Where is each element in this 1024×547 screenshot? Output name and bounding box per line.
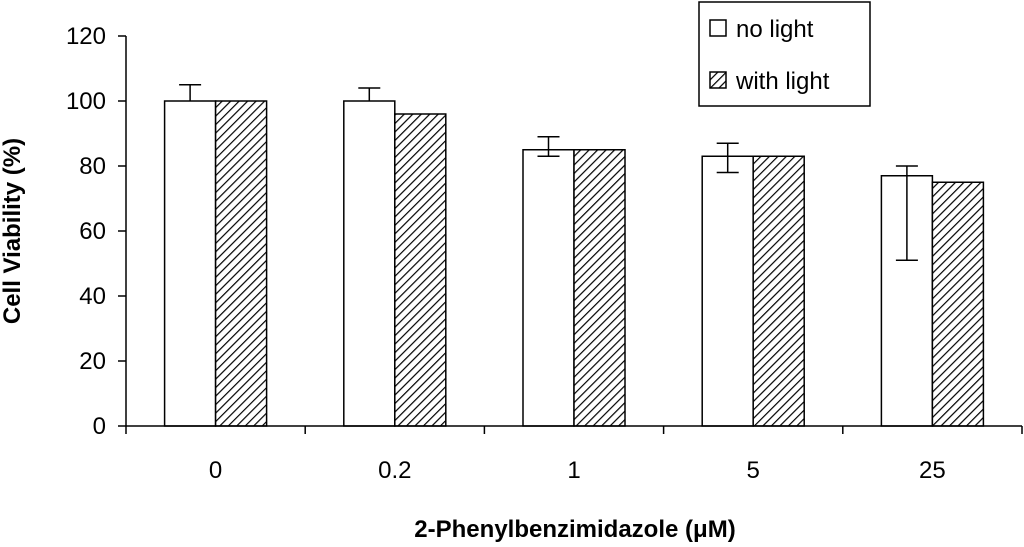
bar-with-light-0 bbox=[214, 100, 268, 427]
x-tick-label-0.2: 0.2 bbox=[378, 457, 411, 484]
bar-no-light-0 bbox=[163, 100, 217, 427]
legend-label-with-light: with light bbox=[735, 68, 830, 95]
bar-no-light-0.2 bbox=[343, 100, 396, 427]
axes-layer bbox=[118, 35, 1023, 434]
x-axis-title: 2-Phenylbenzimidazole (μM) bbox=[414, 516, 735, 543]
bar-with-light-1 bbox=[573, 149, 626, 427]
x-tick-label-25: 25 bbox=[919, 457, 946, 484]
bars-layer bbox=[163, 100, 985, 427]
legend-label-no-light: no light bbox=[736, 16, 814, 43]
x-tick-label-5: 5 bbox=[747, 457, 760, 484]
x-tick-label-1: 1 bbox=[567, 457, 580, 484]
bar-no-light-5 bbox=[701, 155, 754, 427]
y-tick-label-60: 60 bbox=[79, 218, 106, 245]
bar-with-light-5 bbox=[752, 155, 805, 427]
legend-box bbox=[698, 1, 871, 107]
y-tick-label-40: 40 bbox=[79, 283, 106, 310]
x-tick-label-0: 0 bbox=[209, 457, 222, 484]
y-tick-label-0: 0 bbox=[93, 413, 106, 440]
y-tick-label-100: 100 bbox=[66, 88, 106, 115]
legend: no light with light bbox=[698, 1, 871, 107]
error-bars-layer bbox=[179, 84, 918, 261]
y-axis-title: Cell Viability (%) bbox=[0, 138, 26, 324]
bar-no-light-1 bbox=[522, 149, 575, 427]
legend-swatch-with-light bbox=[709, 71, 727, 89]
bar-with-light-0.2 bbox=[394, 113, 447, 427]
y-tick-label-120: 120 bbox=[66, 23, 106, 50]
bar-with-light-25 bbox=[931, 181, 985, 427]
legend-swatch-no-light bbox=[709, 19, 727, 37]
tick-labels-layer: 0 20 40 60 80 100 120 0 0.2 1 5 25 bbox=[66, 23, 946, 484]
y-tick-label-80: 80 bbox=[79, 153, 106, 180]
y-tick-label-20: 20 bbox=[79, 348, 106, 375]
